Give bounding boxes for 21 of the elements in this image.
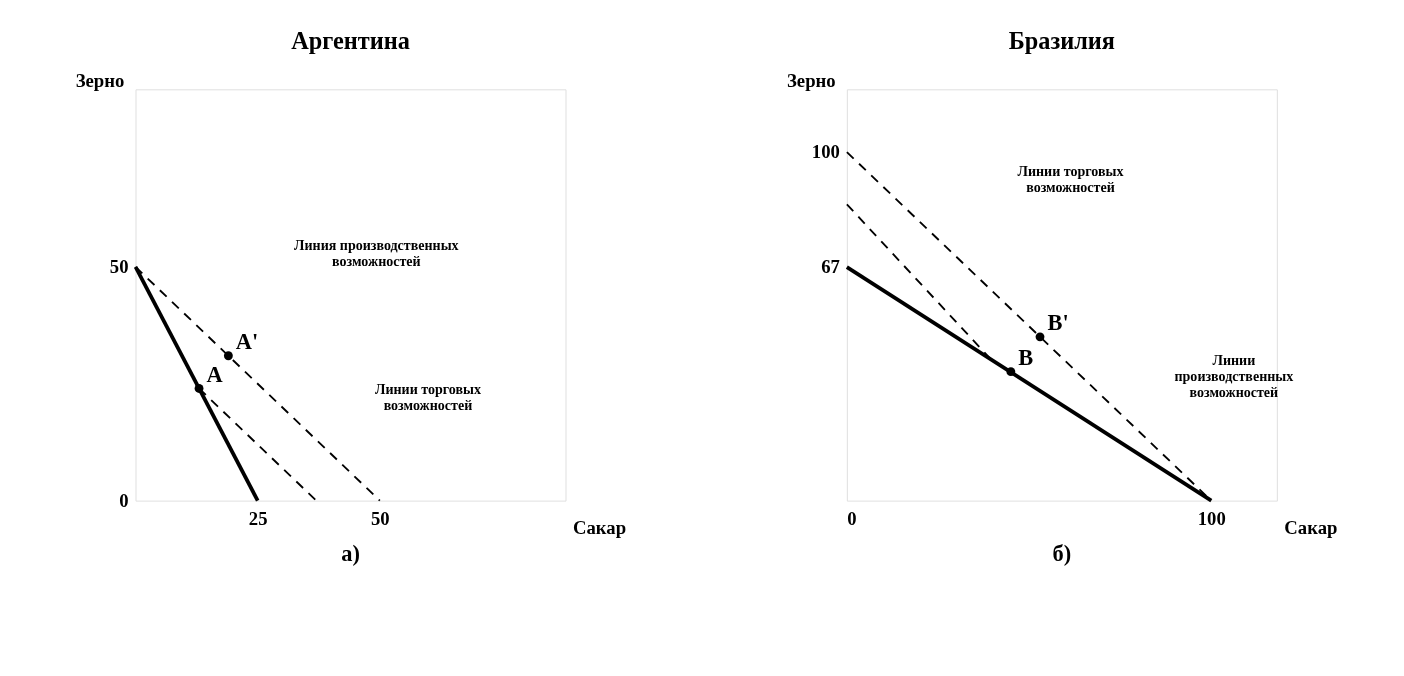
y-tick-label: 67 [821,256,840,278]
series-label: B' [1047,310,1069,336]
annotation: Линия производственных возможностей [294,238,459,270]
text: а) [341,540,360,566]
x-axis-title: Сакар [573,517,627,539]
x-axis-title: Сакар [1284,517,1338,539]
y-axis-title: Зерно [75,70,125,92]
annotation: Линии торговых возможностей [1017,164,1124,196]
x-tick-label: 0 [847,508,857,530]
chart-title: Аргентина [291,27,410,55]
series-label: A' [235,329,259,355]
x-tick-label: 25 [248,508,268,530]
annotation: Линии производственных возможностей [1174,353,1294,401]
chart-title: Бразилия [1008,27,1116,55]
x-tick-label: 50 [370,508,390,530]
y-axis-title: Зерно [787,70,836,92]
series-label: B [1018,345,1034,371]
x-tick-label: 100 [1197,508,1226,530]
annotation: Линии торговых возможностей [374,382,481,414]
text: б) [1052,540,1072,566]
series-label: A [206,361,224,387]
